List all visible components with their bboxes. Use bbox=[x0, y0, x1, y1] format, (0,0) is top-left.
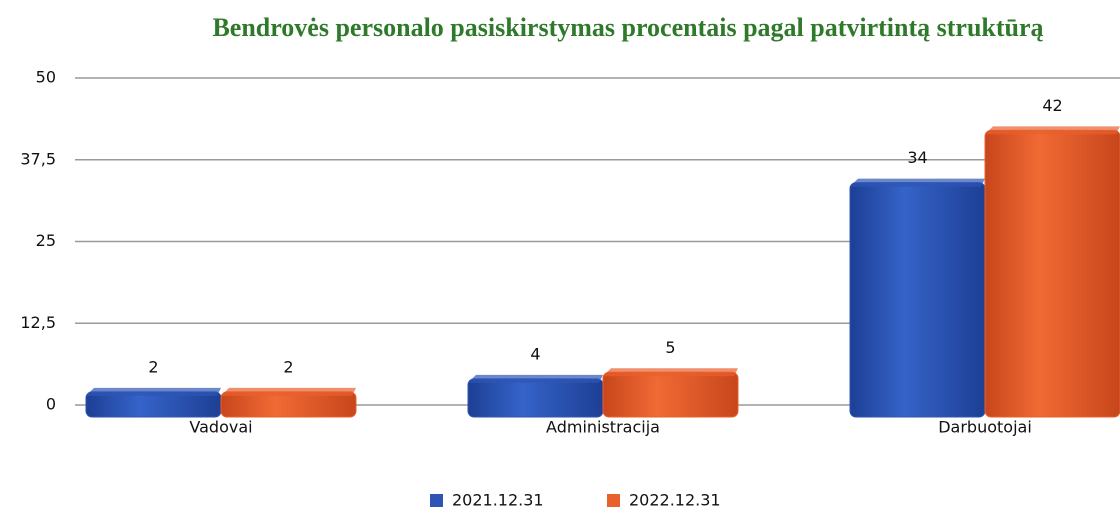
x-tick-label: Administracija bbox=[546, 418, 660, 437]
legend-swatch bbox=[607, 494, 620, 507]
y-tick-label: 12,5 bbox=[20, 313, 56, 332]
data-label: 34 bbox=[907, 148, 927, 167]
data-label: 4 bbox=[530, 344, 540, 363]
bar-top bbox=[86, 387, 221, 396]
bar bbox=[602, 371, 739, 418]
y-tick-label: 25 bbox=[36, 231, 56, 250]
data-label: 2 bbox=[148, 357, 158, 376]
legend-label: 2022.12.31 bbox=[629, 491, 721, 510]
bar-top bbox=[468, 374, 603, 383]
bar bbox=[467, 378, 604, 418]
legend-label: 2021.12.31 bbox=[452, 491, 544, 510]
data-label: 2 bbox=[283, 357, 293, 376]
chart-title: Bendrovės personalo pasiskirstymas proce… bbox=[212, 13, 1043, 42]
data-label: 42 bbox=[1042, 96, 1062, 115]
y-tick-label: 37,5 bbox=[20, 149, 56, 168]
y-tick-label: 50 bbox=[36, 68, 56, 87]
bar bbox=[849, 182, 986, 418]
bar-top bbox=[603, 368, 738, 377]
bar-top bbox=[985, 126, 1120, 135]
bar bbox=[984, 129, 1120, 418]
x-tick-label: Darbuotojai bbox=[938, 418, 1032, 437]
data-label: 5 bbox=[665, 338, 675, 357]
bar-top bbox=[221, 387, 356, 396]
bar-top bbox=[850, 178, 985, 187]
x-tick-label: Vadovai bbox=[189, 418, 252, 437]
y-tick-label: 0 bbox=[46, 395, 56, 414]
legend-swatch bbox=[430, 494, 443, 507]
